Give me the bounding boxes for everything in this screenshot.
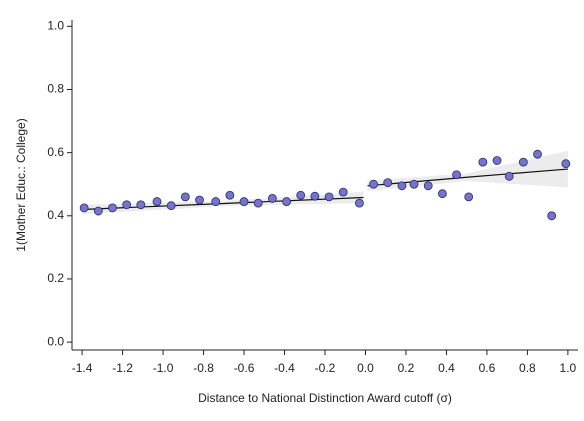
data-point: [369, 179, 378, 189]
x-tick-label: -0.6: [234, 361, 255, 375]
data-point: [533, 149, 542, 159]
y-tick-label: 0.8: [47, 82, 64, 96]
data-point: [122, 200, 132, 210]
data-point: [282, 197, 291, 206]
x-tick-label: 0.0: [357, 361, 374, 375]
x-tick-label: 0.4: [438, 361, 455, 375]
y-tick-label: 1.0: [47, 18, 64, 32]
x-tick-label: -1.2: [112, 361, 133, 375]
data-point: [239, 197, 249, 206]
data-point: [195, 195, 204, 205]
x-tick-label: 1.0: [560, 361, 577, 375]
data-point: [423, 181, 433, 191]
data-point: [136, 200, 146, 210]
data-point: [152, 197, 162, 206]
data-point: [166, 201, 176, 211]
data-point: [296, 190, 306, 200]
data-point: [355, 198, 364, 208]
data-point: [79, 203, 89, 213]
y-tick-label: 0.2: [47, 271, 64, 285]
data-point: [253, 198, 263, 208]
data-point: [310, 191, 320, 201]
data-point: [267, 194, 277, 203]
data-point: [180, 192, 190, 202]
data-point: [504, 171, 514, 181]
data-point: [437, 189, 447, 199]
data-point: [225, 190, 235, 200]
x-tick-label: -1.0: [153, 361, 174, 375]
y-tick-label: 0.4: [47, 208, 64, 222]
x-tick-label: 0.6: [479, 361, 496, 375]
y-axis-title: 1(Mother Educ.: College): [14, 118, 28, 251]
x-tick-label: 0.2: [398, 361, 415, 375]
data-point: [397, 181, 407, 191]
data-point: [561, 159, 571, 169]
data-point: [211, 197, 221, 206]
x-tick-label: -0.8: [193, 361, 214, 375]
data-point: [478, 157, 488, 167]
data-point: [383, 178, 393, 188]
data-point: [452, 170, 461, 180]
data-point: [518, 157, 528, 167]
data-point: [409, 179, 419, 189]
y-tick-label: 0.6: [47, 145, 64, 159]
x-tick-label: -1.4: [72, 361, 93, 375]
data-point: [492, 156, 502, 165]
data-point: [324, 192, 334, 202]
data-point: [547, 211, 557, 221]
data-point: [93, 206, 103, 216]
x-tick-label: 0.8: [519, 361, 536, 375]
data-point: [464, 192, 474, 202]
x-tick-label: -0.4: [274, 361, 295, 375]
x-tick-label: -0.2: [315, 361, 336, 375]
x-axis-title: Distance to National Distinction Award c…: [198, 391, 452, 405]
y-tick-label: 0.0: [47, 334, 64, 348]
data-point: [338, 187, 348, 197]
data-point: [108, 203, 117, 213]
